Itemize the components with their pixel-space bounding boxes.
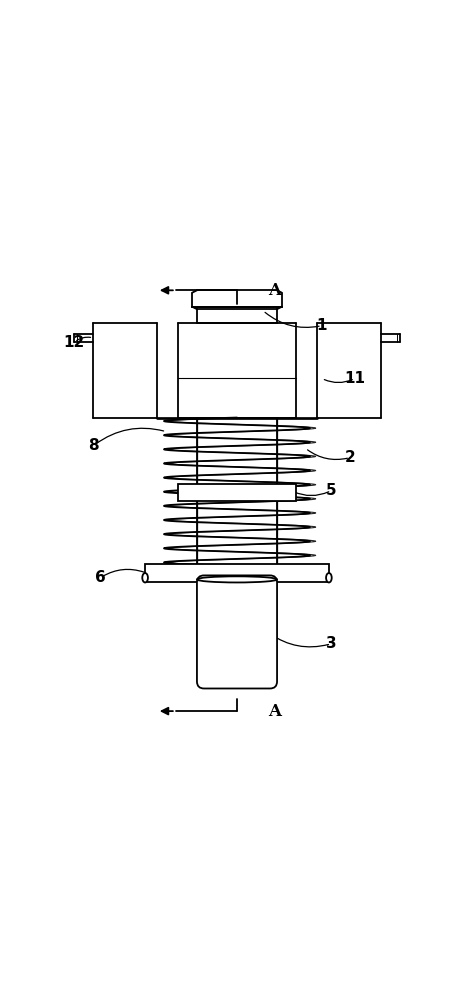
Text: 12: 12 — [64, 335, 85, 350]
Ellipse shape — [326, 573, 332, 582]
Ellipse shape — [142, 573, 148, 582]
Text: 6: 6 — [95, 570, 106, 585]
Text: A: A — [268, 282, 281, 299]
Text: 8: 8 — [88, 438, 99, 453]
Bar — [145, 564, 329, 582]
Bar — [197, 418, 277, 573]
Text: 3: 3 — [326, 636, 337, 651]
Text: 1: 1 — [317, 318, 327, 333]
Text: 2: 2 — [345, 450, 356, 465]
Bar — [204, 582, 270, 681]
Text: 11: 11 — [344, 371, 365, 386]
FancyBboxPatch shape — [197, 575, 277, 688]
Text: A: A — [268, 703, 281, 720]
Bar — [178, 484, 296, 501]
Ellipse shape — [197, 576, 277, 582]
Text: 5: 5 — [326, 483, 337, 498]
